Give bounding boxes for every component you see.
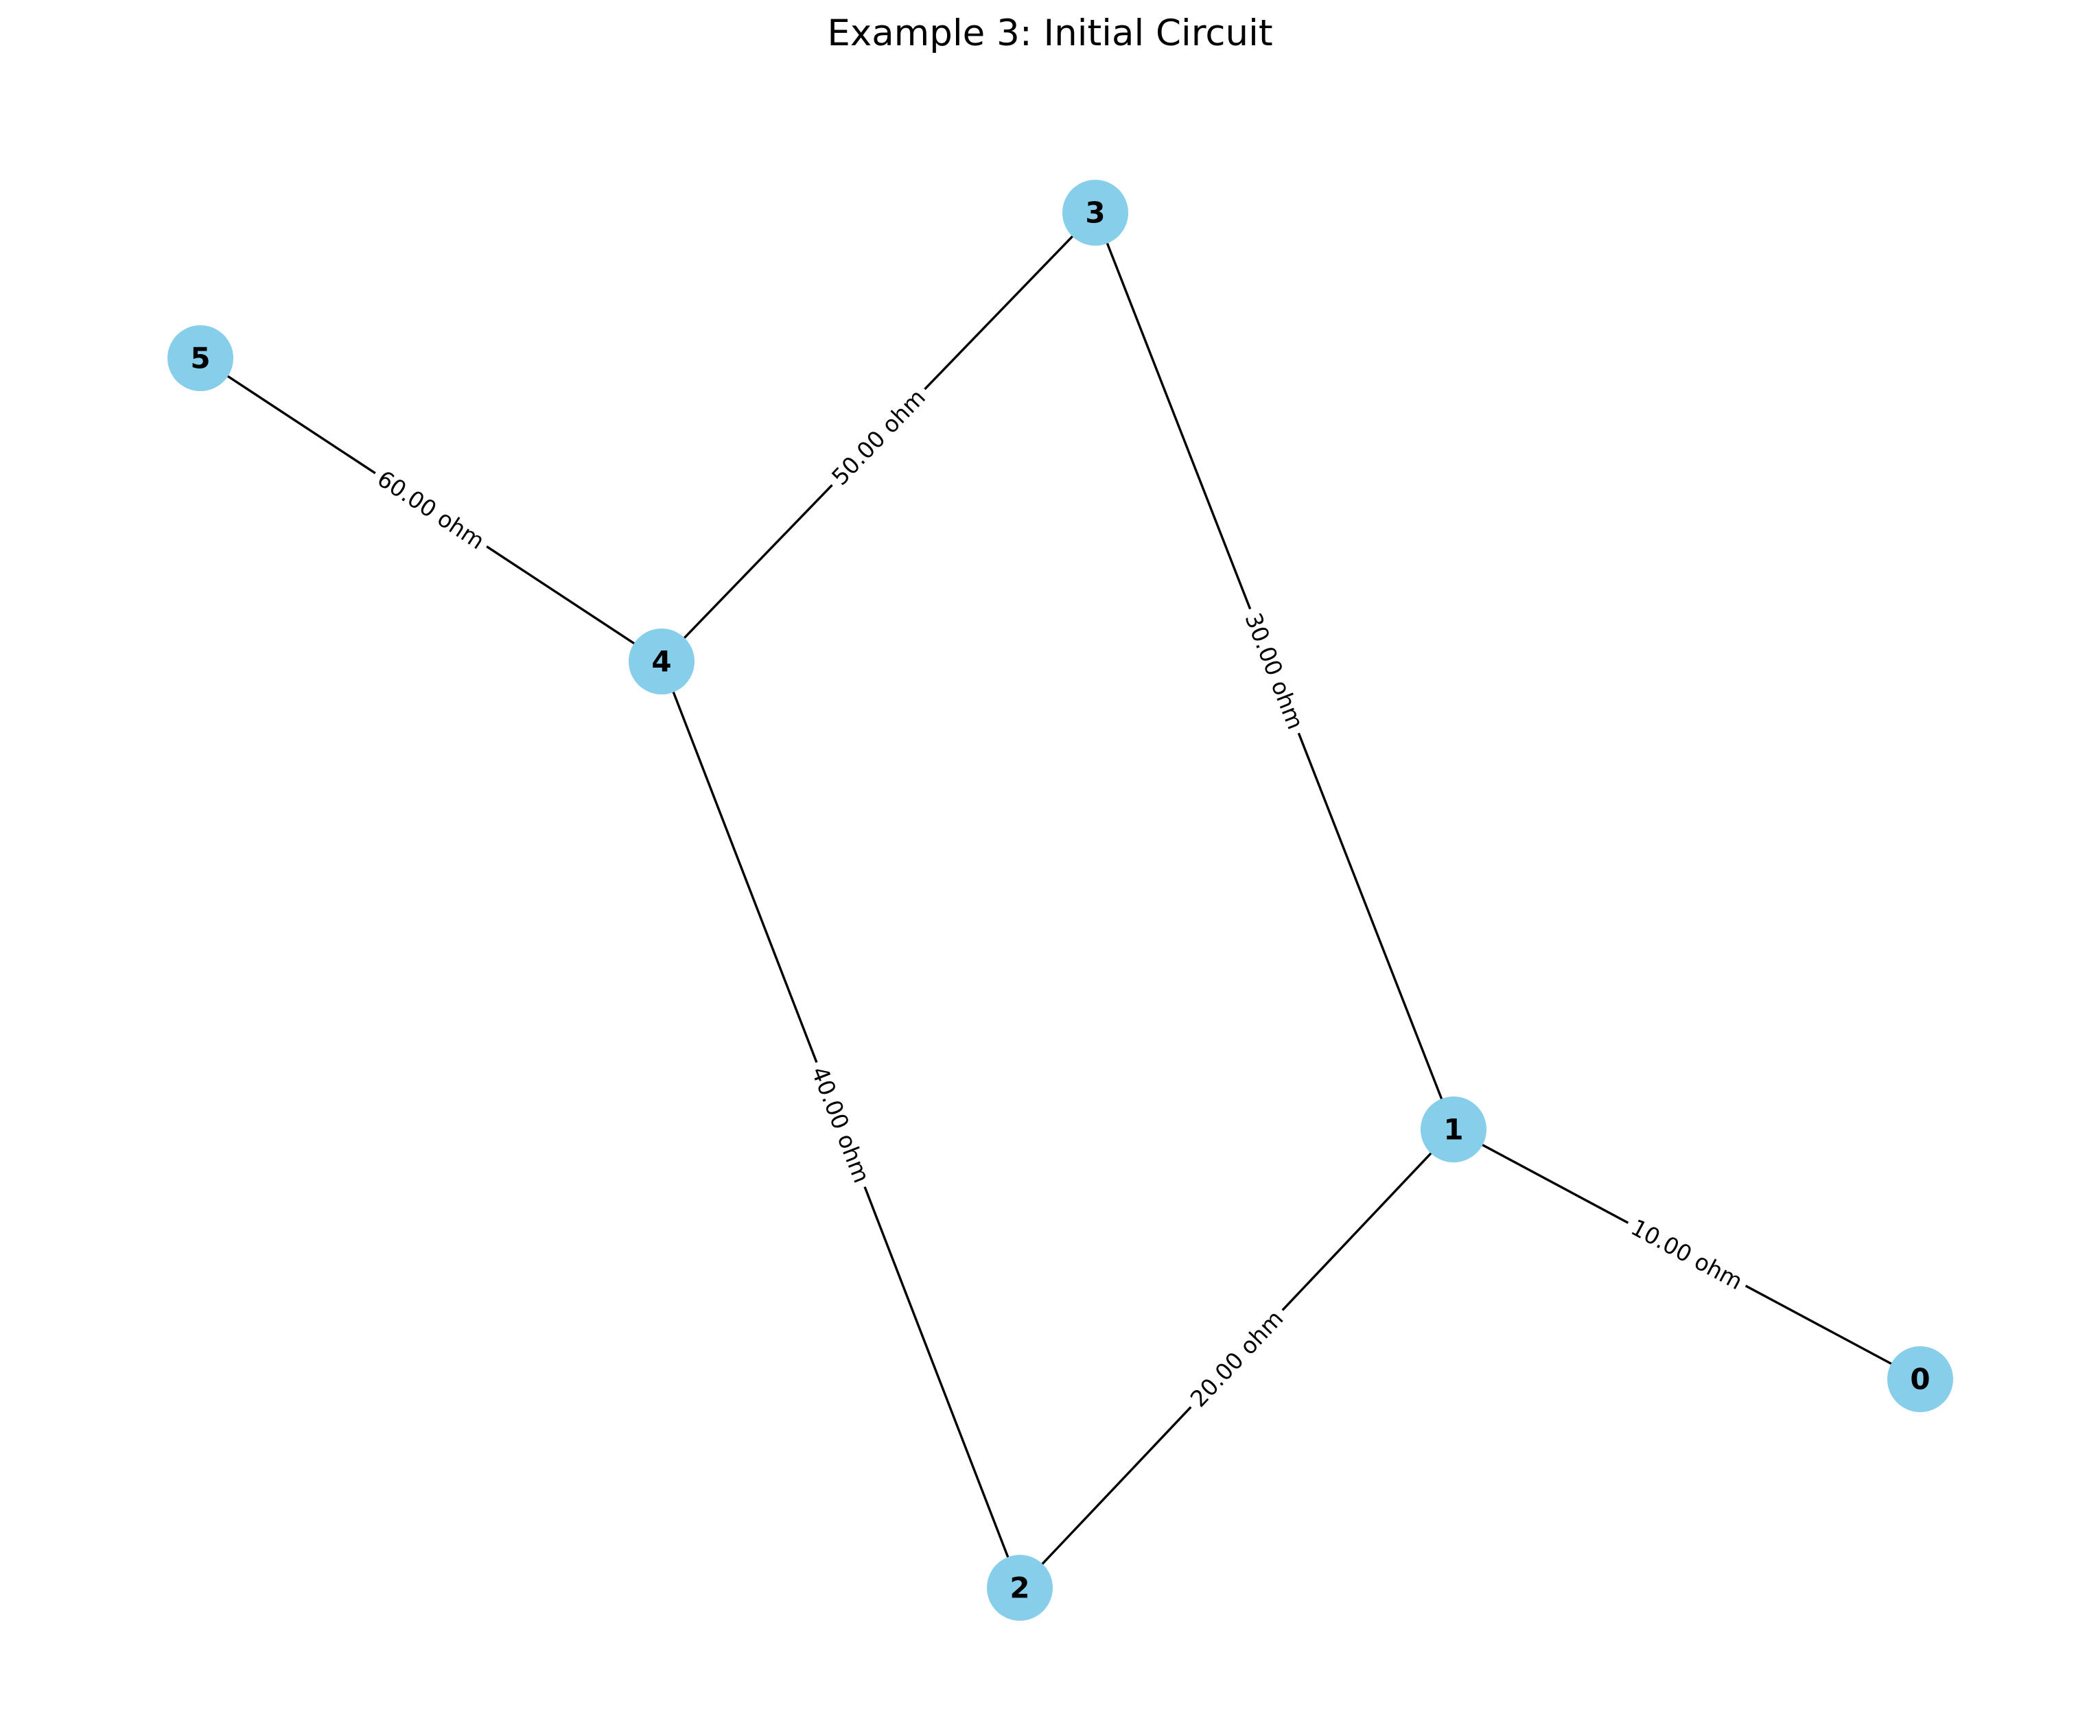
edge-label-background [1621,1210,1753,1299]
node-label-3: 3 [1085,196,1105,230]
node-label-2: 2 [1010,1571,1029,1605]
edges-layer [200,211,1921,1589]
node-3 [1062,180,1128,246]
edge-label-3-4: 50.00 ohm [826,384,931,490]
edge-label-group-2-4: 40.00 ohm [802,1057,879,1193]
edge-label-0-1: 10.00 ohm [1626,1214,1747,1295]
edge-labels-layer: 10.00 ohm 20.00 ohm 30.00 ohm 40.00 ohm 50.0… [367,379,1753,1418]
edge-label-1-3: 30.00 ohm [1239,609,1309,733]
edge-label-group-0-1: 10.00 ohm [1621,1210,1753,1299]
edge-label-1-2: 20.00 ohm [1185,1305,1289,1412]
node-label-4: 4 [651,645,671,679]
nodes-layer: 0 1 2 3 4 5 [167,180,1953,1621]
edge-label-background [1180,1300,1294,1418]
edge-label-4-5: 60.00 ohm [373,465,489,555]
edge-label-group-1-3: 30.00 ohm [1236,603,1313,739]
edge-label-group-3-4: 50.00 ohm [821,379,935,495]
diagram-title: Example 3: Initial Circuit [827,12,1273,54]
node-label-0: 0 [1910,1363,1930,1396]
node-5 [167,325,233,391]
edge-label-background [802,1057,879,1193]
edge-label-group-4-5: 60.00 ohm [367,460,495,559]
node-4 [629,629,695,694]
edge-label-background [821,379,935,495]
node-label-1: 1 [1443,1113,1463,1147]
edge-label-group-1-2: 20.00 ohm [1180,1300,1294,1418]
edge-label-2-4: 40.00 ohm [806,1063,876,1186]
node-1 [1421,1096,1486,1162]
node-0 [1887,1346,1953,1412]
edge-label-background [367,460,495,559]
edge-label-background [1236,603,1313,739]
node-2 [987,1555,1053,1621]
node-label-5: 5 [190,342,210,375]
